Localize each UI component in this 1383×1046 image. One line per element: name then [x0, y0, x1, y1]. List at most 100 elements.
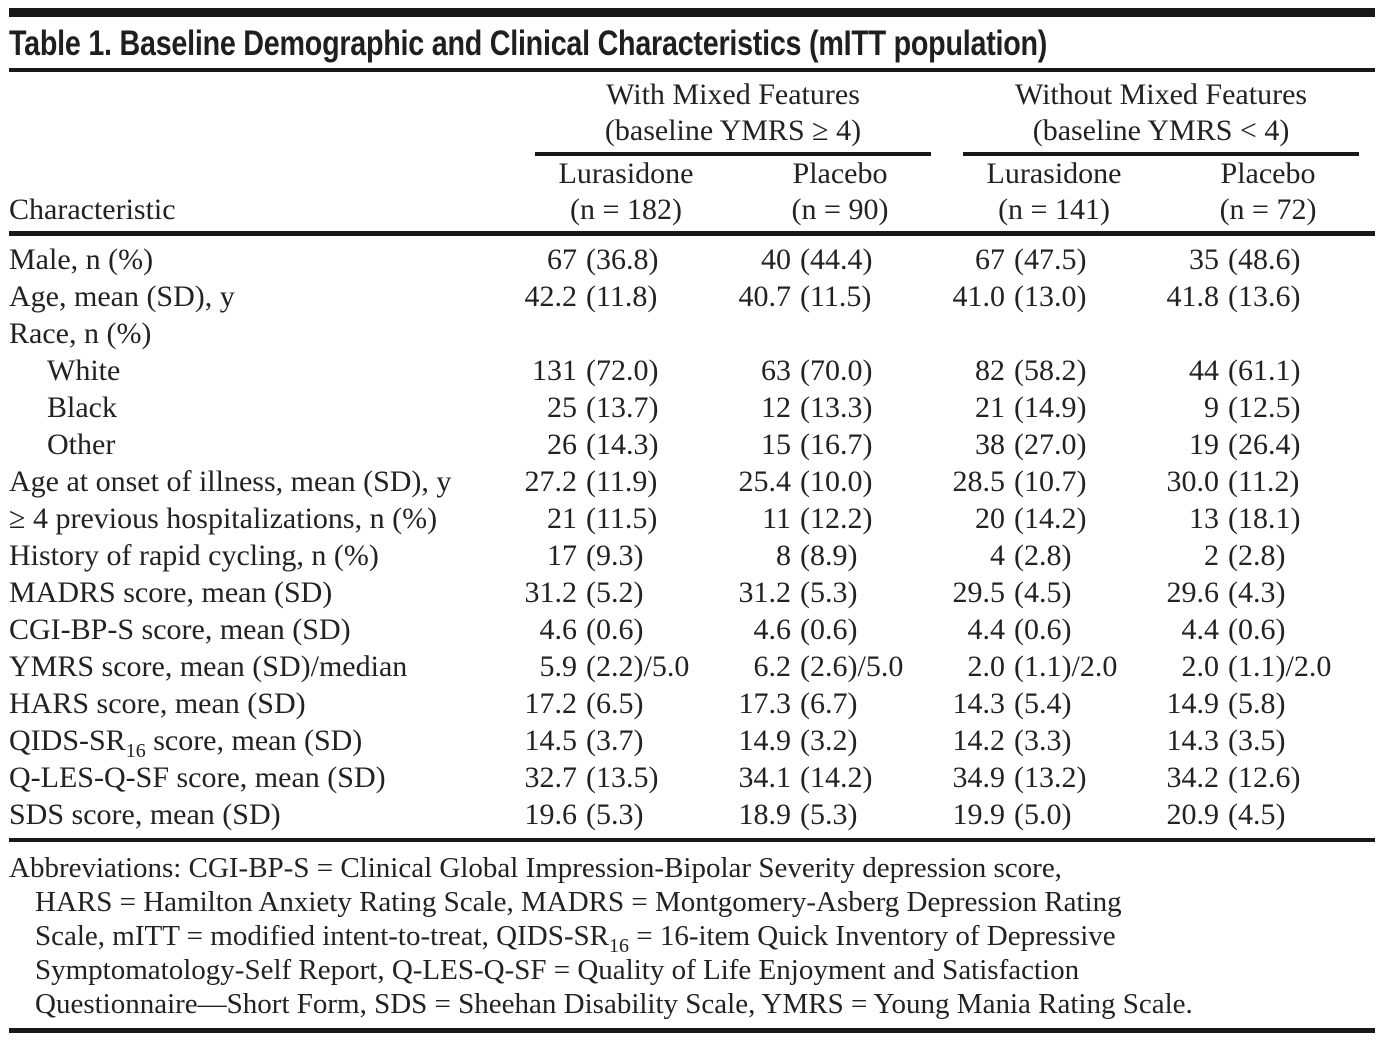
- table-row: Male, n (%) 67 (36.8) 40 (44.4) 67 (47.5) 3…: [9, 234, 1375, 279]
- value-paren: (8.9): [800, 539, 858, 572]
- value-paren: (13.7): [586, 391, 659, 424]
- value-cell: 20.9 (4.5): [1161, 796, 1375, 833]
- row-label: MADRS score, mean (SD): [9, 576, 333, 609]
- value-number: 28.5: [952, 465, 1006, 498]
- value-cell: 38 (27.0): [947, 426, 1161, 463]
- value-number: 20: [975, 502, 1006, 535]
- value-cell: [733, 315, 947, 352]
- value-paren: (4.3): [1228, 576, 1286, 609]
- value-cell: [947, 315, 1161, 352]
- column-drug: Lurasidone: [986, 157, 1122, 190]
- table-row: Age, mean (SD), y 42.2 (11.8) 40.7 (11.5) …: [9, 278, 1375, 315]
- value-number: 9: [1204, 391, 1220, 424]
- value-cell: 67 (47.5): [947, 234, 1161, 279]
- value-paren: (13.2): [1014, 761, 1087, 794]
- value-number: 4.4: [967, 613, 1006, 646]
- row-label-qids: QIDS-SR16 score, mean (SD): [9, 722, 519, 761]
- value-number: 4: [990, 539, 1006, 572]
- group-subtitle: (baseline YMRS < 4): [1032, 114, 1290, 147]
- value-cell: 17.3 (6.7): [733, 685, 947, 722]
- value-paren: (1.1)/2.0: [1014, 650, 1118, 683]
- value-paren: (5.4): [1014, 687, 1072, 720]
- value-number: 63: [761, 354, 791, 387]
- corner-cell: [9, 77, 519, 156]
- value-number: 19: [1189, 428, 1220, 461]
- value-cell: 13 (18.1): [1161, 500, 1375, 537]
- value-paren: (10.7): [1014, 465, 1087, 498]
- row-label: Age, mean (SD), y: [9, 280, 235, 313]
- value-number: 17.3: [738, 687, 792, 720]
- value-paren: (4.5): [1228, 798, 1286, 831]
- value-paren: (11.9): [586, 465, 658, 498]
- value-cell: 34.2 (12.6): [1161, 759, 1375, 796]
- value-cell: 25 (13.7): [519, 389, 733, 426]
- row-label: ≥ 4 previous hospitalizations, n (%): [9, 502, 438, 535]
- value-number: 2.0: [967, 650, 1006, 683]
- value-number: 35: [1189, 243, 1220, 276]
- value-cell: 44 (61.1): [1161, 352, 1375, 389]
- value-cell: 19 (26.4): [1161, 426, 1375, 463]
- value-number: 21: [547, 502, 577, 535]
- value-cell: 9 (12.5): [1161, 389, 1375, 426]
- value-paren: (13.0): [1014, 280, 1087, 313]
- footnote-line: Symptomatology-Self Report, Q-LES-Q-SF =…: [35, 954, 1080, 986]
- value-number: 19.6: [524, 798, 578, 831]
- value-number: 2.0: [1181, 650, 1220, 683]
- value-number: 82: [975, 354, 1006, 387]
- value-cell: 29.5 (4.5): [947, 574, 1161, 611]
- value-paren: (6.5): [586, 687, 644, 720]
- value-cell: 14.9 (5.8): [1161, 685, 1375, 722]
- row-label: HARS score, mean (SD): [9, 687, 306, 720]
- value-number: 14.9: [1166, 687, 1220, 720]
- value-number: 44: [1189, 354, 1220, 387]
- row-label: CGI-BP-S score, mean (SD): [9, 613, 351, 646]
- value-paren: (13.6): [1228, 280, 1301, 313]
- value-paren: (9.3): [586, 539, 644, 572]
- table-title: Table 1. Baseline Demographic and Clinic…: [9, 24, 1048, 63]
- column-n: (n = 182): [570, 193, 682, 226]
- column-n: (n = 90): [791, 193, 889, 226]
- value-paren: (5.3): [800, 576, 858, 609]
- value-cell: 4 (2.8): [947, 537, 1161, 574]
- value-paren: (5.3): [800, 798, 858, 831]
- value-cell: [1161, 315, 1375, 352]
- value-cell: 2.0 (1.1)/2.0: [947, 648, 1161, 685]
- value-cell: 19.6 (5.3): [519, 796, 733, 833]
- column-header-lurasidone-2: Lurasidone (n = 141): [947, 156, 1162, 236]
- value-paren: (10.0): [800, 465, 873, 498]
- value-cell: 63 (70.0): [733, 352, 947, 389]
- value-number: 4.6: [753, 613, 792, 646]
- value-paren: (48.6): [1228, 243, 1301, 276]
- value-paren: (0.6): [1228, 613, 1286, 646]
- value-number: 8: [776, 539, 791, 572]
- value-number: 5.9: [539, 650, 578, 683]
- value-number: 34.1: [738, 761, 792, 794]
- value-cell: 40 (44.4): [733, 234, 947, 279]
- value-number: 67: [547, 243, 577, 276]
- footnote-line: HARS = Hamilton Anxiety Rating Scale, MA…: [35, 886, 1122, 918]
- value-paren: (4.5): [1014, 576, 1072, 609]
- row-label: Age at onset of illness, mean (SD), y: [9, 465, 452, 498]
- value-paren: (5.0): [1014, 798, 1072, 831]
- value-number: 40: [761, 243, 791, 276]
- table-row: YMRS score, mean (SD)/median 5.9 (2.2)/5.…: [9, 648, 1375, 685]
- group-underline-rule: [535, 152, 932, 156]
- value-cell: 34.9 (13.2): [947, 759, 1161, 796]
- column-header-row: Characteristic Lurasidone (n = 182) Plac…: [9, 156, 1376, 236]
- value-paren: (2.2)/5.0: [586, 650, 690, 683]
- value-cell: 17 (9.3): [519, 537, 733, 574]
- value-paren: (26.4): [1228, 428, 1301, 461]
- value-number: 11: [762, 502, 791, 535]
- value-paren: (72.0): [586, 354, 659, 387]
- column-drug: Lurasidone: [558, 157, 694, 190]
- value-number: 29.5: [952, 576, 1006, 609]
- value-paren: (12.2): [800, 502, 873, 535]
- footnote-line: Abbreviations: CGI-BP-S = Clinical Globa…: [9, 852, 1062, 884]
- table-row: CGI-BP-S score, mean (SD) 4.6 (0.6) 4.6 (0…: [9, 611, 1375, 648]
- value-paren: (11.5): [800, 280, 872, 313]
- value-number: 12: [761, 391, 791, 424]
- value-paren: (14.3): [586, 428, 659, 461]
- value-cell: 14.3 (3.5): [1161, 722, 1375, 759]
- value-number: 67: [975, 243, 1006, 276]
